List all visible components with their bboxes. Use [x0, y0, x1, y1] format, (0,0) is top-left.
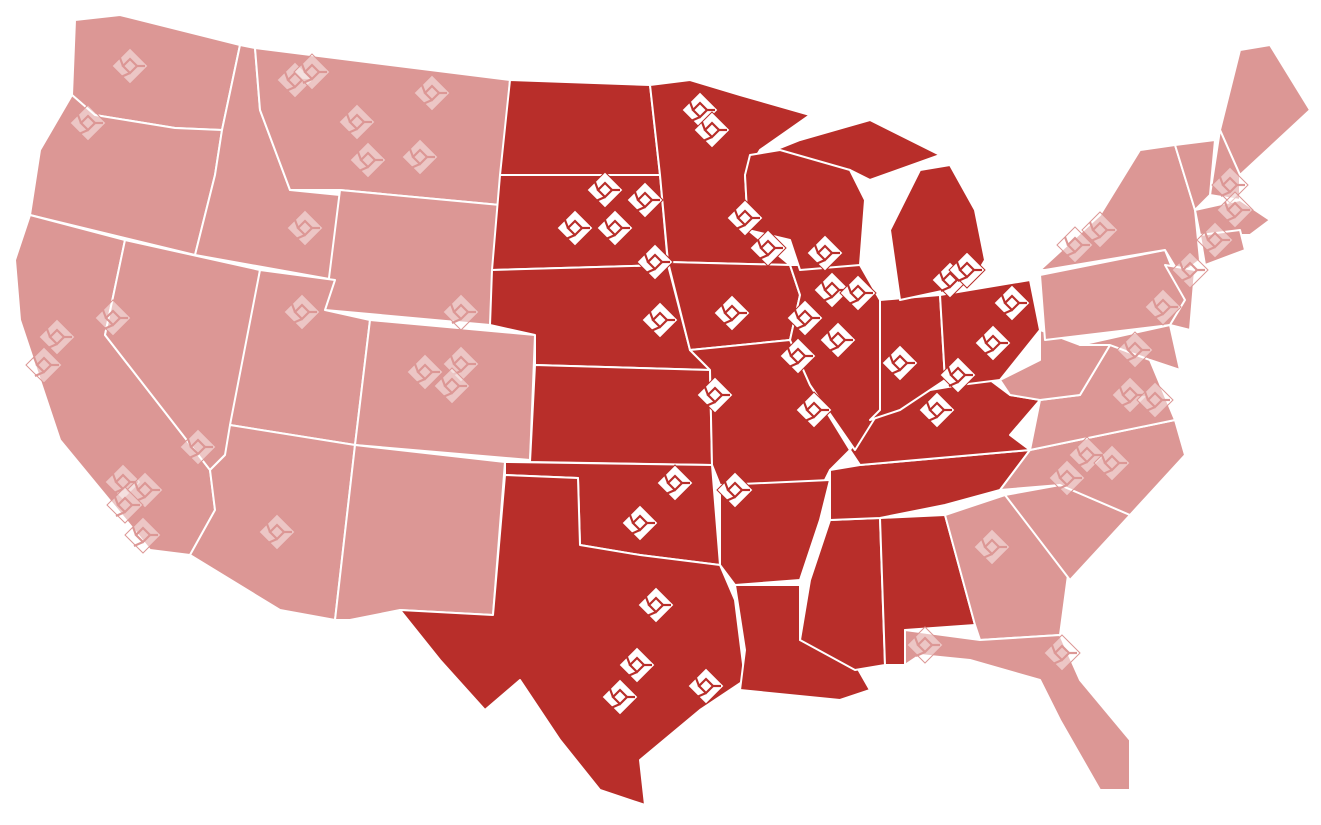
state-wy[interactable]	[324, 189, 501, 326]
state-vt[interactable]	[1174, 139, 1216, 211]
state-nm[interactable]	[334, 444, 506, 621]
state-tx[interactable]	[399, 474, 746, 806]
state-ny[interactable]	[1039, 144, 1201, 276]
state-nd[interactable]	[499, 79, 661, 176]
state-me[interactable]	[1219, 44, 1311, 176]
state-ks[interactable]	[529, 364, 713, 466]
states-layer	[14, 14, 1311, 806]
state-wa[interactable]	[71, 14, 241, 131]
state-fl[interactable]	[904, 629, 1131, 791]
